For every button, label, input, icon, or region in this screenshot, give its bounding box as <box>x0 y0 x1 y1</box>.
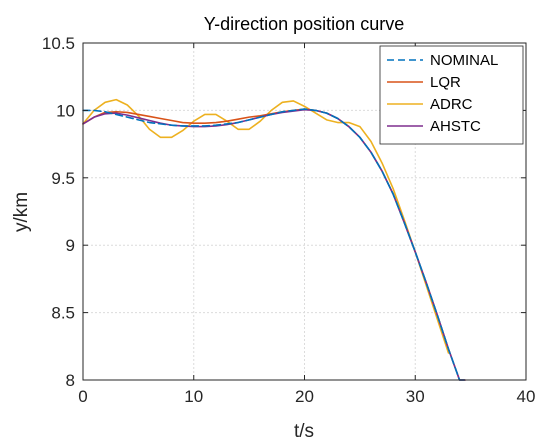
legend: NOMINAL LQR ADRC AHSTC <box>379 45 524 145</box>
y-tick-label: 8.5 <box>51 304 75 323</box>
legend-label-nominal: NOMINAL <box>430 52 498 69</box>
y-tick-label: 10 <box>56 101 75 120</box>
legend-label-adrc: ADRC <box>430 96 473 113</box>
y-tick-label: 10.5 <box>42 34 75 53</box>
y-axis-label: y/km <box>11 192 32 232</box>
x-tick-label: 10 <box>184 387 203 406</box>
x-axis-label: t/s <box>294 421 314 442</box>
chart-title: Y-direction position curve <box>204 14 404 34</box>
x-tick-label: 30 <box>406 387 425 406</box>
x-tick-label: 40 <box>517 387 536 406</box>
ticks: 0 10 20 30 40 8 8.5 9 9.5 10 10.5 <box>42 34 536 406</box>
legend-label-ahstc: AHSTC <box>430 118 481 135</box>
x-tick-label: 0 <box>78 387 87 406</box>
y-tick-label: 9 <box>66 236 75 255</box>
x-tick-label: 20 <box>295 387 314 406</box>
series-line-nominal <box>82 108 466 381</box>
series-layer <box>82 98 466 381</box>
y-tick-label: 8 <box>66 371 75 390</box>
legend-label-lqr: LQR <box>430 74 461 91</box>
legend-box <box>379 45 524 145</box>
y-tick-label: 9.5 <box>51 169 75 188</box>
